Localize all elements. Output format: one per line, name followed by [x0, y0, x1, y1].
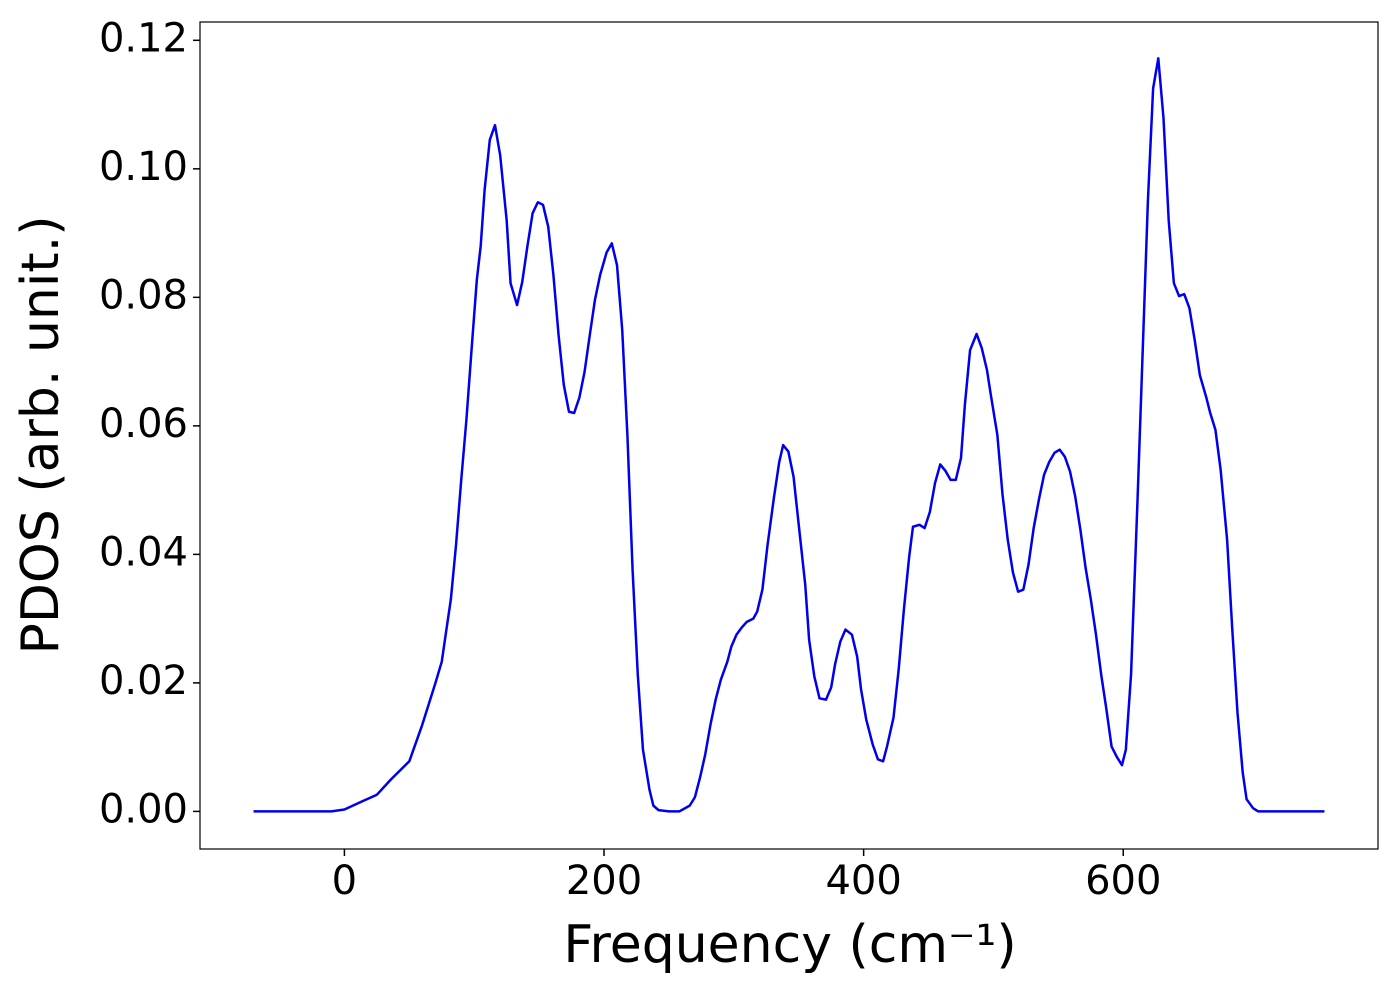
data-line	[253, 57, 1325, 813]
y-tick-label: 0.08	[99, 272, 188, 318]
x-axis-label: Frequency (cm⁻¹)	[563, 915, 1016, 975]
y-axis-label: PDOS (arb. unit.)	[11, 215, 71, 654]
y-tick-label: 0.00	[99, 786, 188, 832]
y-tick-label: 0.12	[99, 15, 188, 61]
x-tick-label: 400	[825, 858, 901, 904]
y-tick-label: 0.04	[99, 529, 188, 575]
y-tick-label: 0.10	[99, 144, 188, 190]
y-tick-label: 0.06	[99, 401, 188, 447]
x-tick-label: 600	[1085, 858, 1161, 904]
plot-frame	[199, 21, 1379, 850]
y-tick-label: 0.02	[99, 658, 188, 704]
x-tick-label: 0	[332, 858, 357, 904]
x-tick-label: 200	[566, 858, 642, 904]
